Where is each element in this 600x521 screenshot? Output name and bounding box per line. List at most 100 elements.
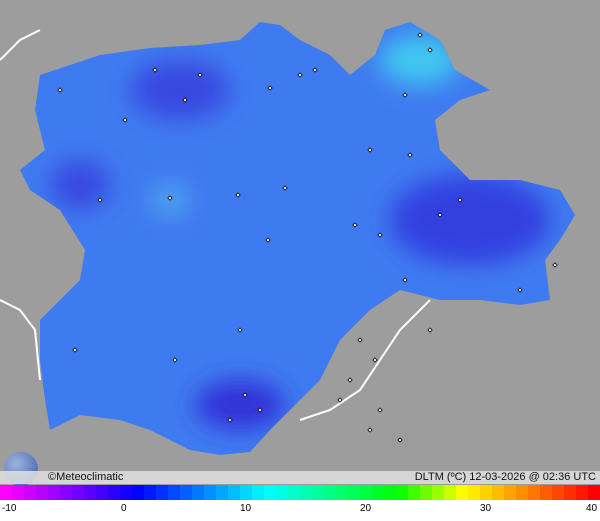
legend-swatch	[48, 485, 60, 500]
legend-swatch	[420, 485, 432, 500]
legend-swatch	[528, 485, 540, 500]
legend-swatch	[132, 485, 144, 500]
station-marker[interactable]	[402, 277, 408, 283]
legend-swatch	[348, 485, 360, 500]
station-marker[interactable]	[397, 437, 403, 443]
legend-swatch	[492, 485, 504, 500]
legend-swatch	[60, 485, 72, 500]
station-marker[interactable]	[347, 377, 353, 383]
station-marker[interactable]	[357, 337, 363, 343]
legend-swatch	[540, 485, 552, 500]
station-marker[interactable]	[122, 117, 128, 123]
station-marker[interactable]	[377, 232, 383, 238]
legend-swatch	[168, 485, 180, 500]
legend-swatch	[372, 485, 384, 500]
station-marker[interactable]	[457, 197, 463, 203]
credit-text: ©Meteoclimatic	[48, 471, 124, 483]
legend-swatch	[288, 485, 300, 500]
station-marker[interactable]	[237, 327, 243, 333]
station-marker[interactable]	[437, 212, 443, 218]
station-marker[interactable]	[152, 67, 158, 73]
station-marker[interactable]	[312, 67, 318, 73]
legend-swatch	[264, 485, 276, 500]
station-marker[interactable]	[57, 87, 63, 93]
map-caption: DLTM (ºC) 12-03-2026 @ 02:36 UTC	[414, 471, 596, 483]
legend-swatch	[456, 485, 468, 500]
legend-swatch	[588, 485, 600, 500]
station-marker[interactable]	[427, 327, 433, 333]
station-marker[interactable]	[167, 195, 173, 201]
legend-swatch	[576, 485, 588, 500]
legend-swatch	[36, 485, 48, 500]
legend-swatch	[228, 485, 240, 500]
station-marker[interactable]	[297, 72, 303, 78]
legend-swatch	[516, 485, 528, 500]
legend-swatch	[504, 485, 516, 500]
station-marker[interactable]	[417, 32, 423, 38]
legend-swatch	[360, 485, 372, 500]
legend-swatch	[564, 485, 576, 500]
legend-swatch	[552, 485, 564, 500]
station-marker[interactable]	[367, 147, 373, 153]
legend-tick: 0	[121, 503, 127, 514]
legend-swatch	[252, 485, 264, 500]
region-temperature-field	[20, 22, 575, 455]
legend-swatch	[216, 485, 228, 500]
legend-swatch	[84, 485, 96, 500]
legend-swatch	[72, 485, 84, 500]
station-marker[interactable]	[257, 407, 263, 413]
legend-swatch	[324, 485, 336, 500]
legend-swatch	[468, 485, 480, 500]
legend-swatch	[240, 485, 252, 500]
station-marker[interactable]	[182, 97, 188, 103]
station-markers	[57, 32, 558, 443]
legend-swatch	[204, 485, 216, 500]
station-marker[interactable]	[377, 407, 383, 413]
legend-tick: 30	[480, 503, 492, 514]
legend-swatch	[24, 485, 36, 500]
station-marker[interactable]	[97, 197, 103, 203]
legend-swatch	[108, 485, 120, 500]
legend-swatch	[276, 485, 288, 500]
legend-swatch	[336, 485, 348, 500]
station-marker[interactable]	[242, 392, 248, 398]
legend-tick: 40	[586, 503, 598, 514]
legend-swatch	[156, 485, 168, 500]
legend-swatch	[0, 485, 12, 500]
footer-bar	[0, 471, 600, 484]
legend-swatch	[396, 485, 408, 500]
legend-tick: 20	[360, 503, 372, 514]
station-marker[interactable]	[402, 92, 408, 98]
legend-swatch	[432, 485, 444, 500]
station-marker[interactable]	[552, 262, 558, 268]
station-marker[interactable]	[282, 185, 288, 191]
legend-swatch	[444, 485, 456, 500]
legend-swatch	[96, 485, 108, 500]
legend-swatch	[408, 485, 420, 500]
legend-swatch	[144, 485, 156, 500]
station-marker[interactable]	[517, 287, 523, 293]
legend-tick: 10	[240, 503, 252, 514]
station-marker[interactable]	[372, 357, 378, 363]
legend-tick: -10	[2, 503, 17, 514]
station-marker[interactable]	[407, 152, 413, 158]
station-marker[interactable]	[337, 397, 343, 403]
station-marker[interactable]	[172, 357, 178, 363]
station-marker[interactable]	[367, 427, 373, 433]
legend-swatch	[192, 485, 204, 500]
legend-swatch	[300, 485, 312, 500]
station-marker[interactable]	[227, 417, 233, 423]
province-borders	[0, 29, 431, 421]
station-marker[interactable]	[427, 47, 433, 53]
station-marker[interactable]	[352, 222, 358, 228]
station-marker[interactable]	[267, 85, 273, 91]
station-marker[interactable]	[72, 347, 78, 353]
legend-swatch	[384, 485, 396, 500]
legend-swatch	[312, 485, 324, 500]
station-marker[interactable]	[197, 72, 203, 78]
station-marker[interactable]	[235, 192, 241, 198]
color-legend-bar	[0, 485, 600, 500]
station-marker[interactable]	[265, 237, 271, 243]
